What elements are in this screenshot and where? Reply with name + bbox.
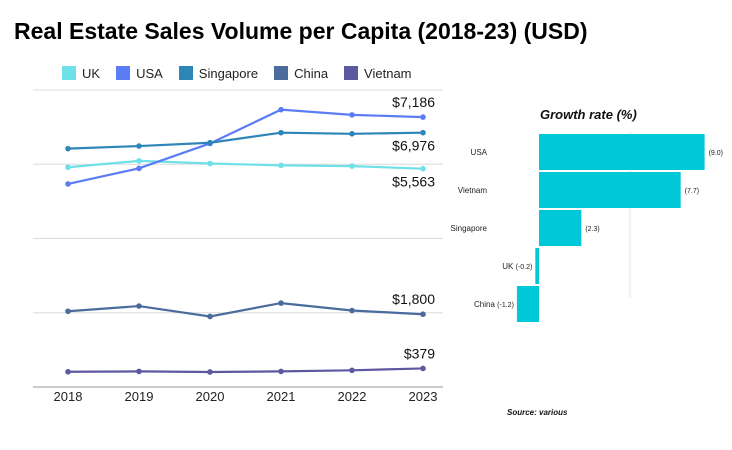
data-point-uk-2018 <box>65 164 71 171</box>
legend-swatch <box>62 66 76 80</box>
data-point-china-2020 <box>207 313 213 320</box>
data-point-usa-2022 <box>349 112 355 118</box>
series-line-china <box>67 301 424 318</box>
data-point-singapore-2022 <box>349 131 355 137</box>
bar-category-label: China <box>474 300 495 309</box>
legend-swatch <box>274 66 289 80</box>
data-point-vietnam-2019 <box>136 368 142 375</box>
series-line-uk <box>67 159 424 170</box>
end-value-label-singapore: $6,976 <box>392 138 435 154</box>
x-tick-label: 2023 <box>409 389 438 404</box>
data-point-china-2023 <box>420 311 426 318</box>
legend-swatch <box>178 66 193 80</box>
data-point-singapore-2019 <box>136 143 142 149</box>
legend-item-singapore: Singapore <box>178 65 259 81</box>
legend-item-usa: USA <box>116 66 163 81</box>
bar-category-label: USA <box>471 148 488 157</box>
data-point-singapore-2018 <box>65 145 71 152</box>
data-point-uk-2022 <box>349 163 355 169</box>
legend-label: UK <box>82 65 101 81</box>
series-line-singapore <box>67 131 424 150</box>
legend-label: Singapore <box>198 65 259 81</box>
bar-category-label: Vietnam <box>458 186 488 195</box>
data-point-uk-2023 <box>420 165 426 172</box>
line-chart: 2018 2019 2020 2021 2022 2023 $5,563 $7,186 $6,9… <box>33 89 443 404</box>
bar-value-label: (7.7) <box>685 188 699 195</box>
data-point-china-2021 <box>278 300 284 306</box>
bar-value-label: (-1.2) <box>497 302 514 309</box>
x-tick-label: 2022 <box>338 389 367 404</box>
series-line-vietnam <box>67 367 424 374</box>
legend-label: USA <box>136 65 163 81</box>
legend-item-china: China <box>274 66 328 81</box>
data-point-china-2018 <box>65 308 71 315</box>
end-value-label-usa: $7,186 <box>392 94 435 110</box>
data-point-vietnam-2022 <box>349 367 355 374</box>
data-point-usa-2019 <box>136 165 142 172</box>
data-point-vietnam-2018 <box>65 368 71 375</box>
end-value-label-vietnam: $379 <box>404 345 435 361</box>
legend-label: China <box>294 65 329 81</box>
bar-uk <box>535 248 539 284</box>
data-point-vietnam-2021 <box>278 368 284 375</box>
x-tick-label: 2021 <box>267 389 296 404</box>
data-point-vietnam-2020 <box>207 369 213 375</box>
bar-category-label: UK <box>502 262 514 271</box>
data-point-singapore-2023 <box>420 129 426 136</box>
data-point-usa-2018 <box>65 181 71 187</box>
bar-value-label: (9.0) <box>709 150 723 157</box>
x-tick-label: 2020 <box>196 389 225 404</box>
legend-swatch <box>344 66 359 80</box>
bar-category-label: Singapore <box>451 224 488 233</box>
data-point-usa-2023 <box>420 114 426 120</box>
bar-value-label: (-0.2) <box>516 264 533 271</box>
legend-label: Vietnam <box>364 65 412 81</box>
x-tick-label: 2019 <box>125 389 154 404</box>
bar-chart-title: Growth rate (%) <box>540 107 637 122</box>
bar-china <box>516 286 539 322</box>
data-point-uk-2019 <box>136 158 142 164</box>
legend-swatch <box>116 66 131 80</box>
bar-singapore <box>539 210 582 246</box>
legend: UK USA Singapore China Vietnam <box>62 64 428 82</box>
series-line-usa <box>67 108 424 186</box>
chart-title: Real Estate Sales Volume per Capita (201… <box>14 18 588 44</box>
data-point-uk-2021 <box>278 162 284 169</box>
data-point-vietnam-2023 <box>420 365 426 372</box>
legend-item-vietnam: Vietnam <box>344 65 412 81</box>
data-point-china-2019 <box>136 303 142 309</box>
bar-usa <box>539 134 705 170</box>
end-value-label-china: $1,800 <box>392 291 435 307</box>
bar-vietnam <box>539 172 681 208</box>
data-point-china-2022 <box>349 307 355 314</box>
source-note: Source: various <box>507 408 568 417</box>
data-point-usa-2021 <box>278 106 284 113</box>
x-tick-label: 2018 <box>54 389 83 404</box>
data-point-uk-2020 <box>207 160 213 167</box>
data-point-singapore-2021 <box>278 129 284 136</box>
bar-value-label: (2.3) <box>585 226 599 233</box>
data-point-singapore-2020 <box>207 139 213 146</box>
legend-item-uk: UK <box>62 66 100 81</box>
end-value-label-uk: $5,563 <box>392 174 435 190</box>
